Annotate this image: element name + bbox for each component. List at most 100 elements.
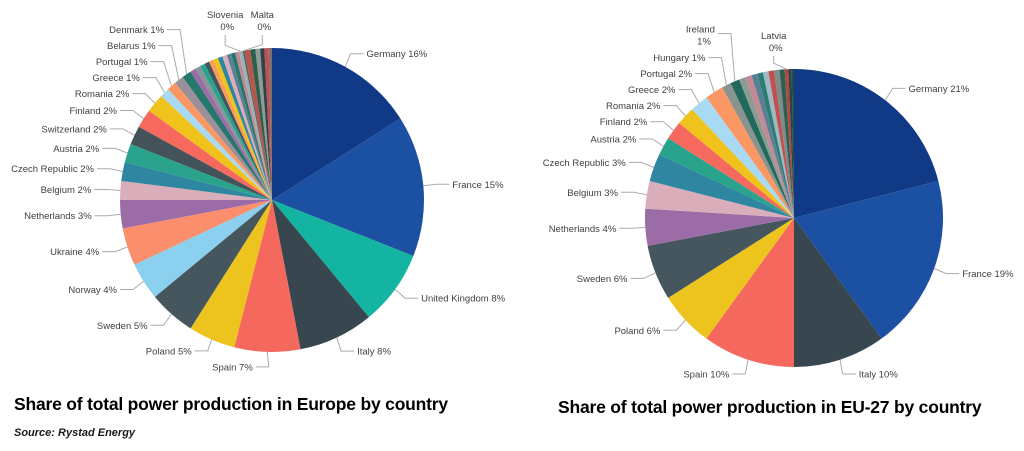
pie-slice-other — [200, 63, 272, 201]
pie-slice-france — [272, 118, 425, 256]
label-leader-line — [630, 272, 656, 279]
pie-slice-other — [195, 66, 272, 201]
slice-label: Belgium 3% — [567, 188, 618, 199]
pie-slice-other — [264, 48, 272, 200]
pie-slice-other — [244, 49, 272, 200]
slice-label: Sweden 5% — [97, 321, 148, 332]
pie-slice-netherlands — [644, 208, 794, 246]
pie-slice-other — [260, 48, 272, 200]
label-leader-line — [423, 183, 450, 187]
chart-title-europe: Share of total power production in Europ… — [14, 394, 448, 414]
slice-label: Ukraine 4% — [50, 247, 100, 258]
label-leader-line — [732, 359, 749, 375]
pie-slice-romania — [149, 95, 272, 200]
pie-slice-austria — [124, 144, 272, 200]
label-leader-line — [255, 351, 270, 368]
label-leader-line — [94, 189, 121, 191]
pie-slice-other — [204, 61, 272, 200]
slice-label: 1% — [697, 37, 711, 48]
pie-slice-other — [268, 48, 272, 200]
pie-slice-belgium — [120, 180, 272, 200]
label-leader-line — [708, 57, 727, 86]
slice-label: Germany 21% — [909, 84, 970, 95]
label-leader-line — [394, 288, 419, 299]
label-leader-line — [142, 77, 165, 93]
pie-slice-greece — [692, 97, 794, 218]
pie-slice-other — [222, 54, 272, 200]
pie-slice-france — [794, 180, 943, 339]
chart-title-eu27: Share of total power production in EU-27… — [558, 397, 982, 417]
slice-label: Czech Republic 2% — [11, 164, 94, 175]
pie-slice-poland — [190, 200, 272, 348]
pie-slice-czech-republic — [649, 154, 794, 218]
label-leader-line — [109, 128, 135, 136]
pie-slice-other — [745, 75, 794, 219]
slice-label: Spain 10% — [683, 370, 730, 381]
slice-label: Greece 2% — [628, 85, 676, 96]
slice-label: 0% — [769, 43, 783, 54]
label-leader-line — [224, 35, 241, 52]
label-leader-line — [621, 191, 647, 196]
pie-slice-poland — [668, 218, 794, 339]
slice-label: 0% — [220, 22, 234, 33]
label-leader-line — [194, 339, 213, 352]
pie-slice-spain — [706, 218, 794, 367]
slice-label: Italy 8% — [357, 347, 391, 358]
slice-label: Denmark 1% — [109, 25, 164, 36]
slice-label: Belgium 2% — [41, 185, 92, 196]
label-leader-line — [663, 105, 686, 117]
pie-slice-other — [255, 48, 272, 200]
source-attribution: Source: Rystad Energy — [14, 427, 136, 439]
pie-slice-portugal — [167, 82, 272, 200]
pie-slice-other — [751, 73, 794, 218]
label-leader-line — [639, 138, 664, 147]
slice-label: Romania 2% — [606, 101, 661, 112]
slice-label: 0% — [257, 22, 271, 33]
pie-slice-norway — [134, 200, 272, 297]
pie-slice-other — [757, 72, 794, 218]
slice-label: Poland 5% — [146, 346, 193, 357]
label-leader-line — [773, 56, 787, 70]
slice-label: Spain 7% — [212, 362, 253, 373]
slice-label: Finland 2% — [69, 106, 117, 117]
slice-label: Poland 6% — [614, 326, 661, 337]
pie-slice-czech-republic — [121, 162, 272, 200]
label-leader-line — [336, 337, 355, 352]
pie-slice-other — [791, 69, 794, 218]
pie-slice-germany — [272, 47, 401, 200]
slice-label: Portugal 2% — [640, 69, 692, 80]
label-leader-line — [150, 313, 172, 326]
pie-slice-other — [209, 59, 272, 200]
label-leader-line — [663, 319, 686, 331]
pie-slice-other — [773, 69, 794, 219]
label-leader-line — [102, 246, 128, 253]
pie-slice-ukraine — [122, 200, 272, 265]
label-leader-line — [132, 93, 156, 104]
label-leader-line — [120, 281, 145, 290]
label-leader-line — [94, 213, 121, 217]
slice-label: Netherlands 4% — [549, 224, 617, 235]
pie-slice-austria — [659, 138, 794, 218]
pie-slice-greece — [161, 89, 272, 200]
pie-slice-other — [217, 56, 272, 200]
label-leader-line — [120, 110, 145, 119]
pie-slice-other — [779, 69, 794, 218]
slice-label: Austria 2% — [590, 135, 636, 146]
pie-slice-italy — [794, 218, 882, 367]
slice-label: Sweden 6% — [577, 274, 628, 285]
label-leader-line — [839, 359, 856, 375]
pie-slice-other — [230, 52, 272, 200]
slice-label: Germany 16% — [367, 49, 428, 60]
pie-slice-other — [250, 48, 272, 200]
pie-slice-netherlands — [120, 200, 272, 229]
pie-slice-other — [768, 70, 794, 218]
label-leader-line — [102, 147, 128, 154]
pie-chart-europe: Germany 16% France 15% United Kingdom 8% It… — [11, 10, 506, 373]
pie-slice-belgium — [645, 180, 794, 218]
pie-slice-united-kingdom — [272, 200, 414, 318]
slice-label: Switzerland 2% — [41, 124, 107, 135]
slice-label: Italy 10% — [859, 370, 899, 381]
slice-label: Austria 2% — [53, 144, 99, 155]
pie-slice-other — [788, 69, 794, 219]
pie-slice-sweden — [154, 200, 272, 329]
